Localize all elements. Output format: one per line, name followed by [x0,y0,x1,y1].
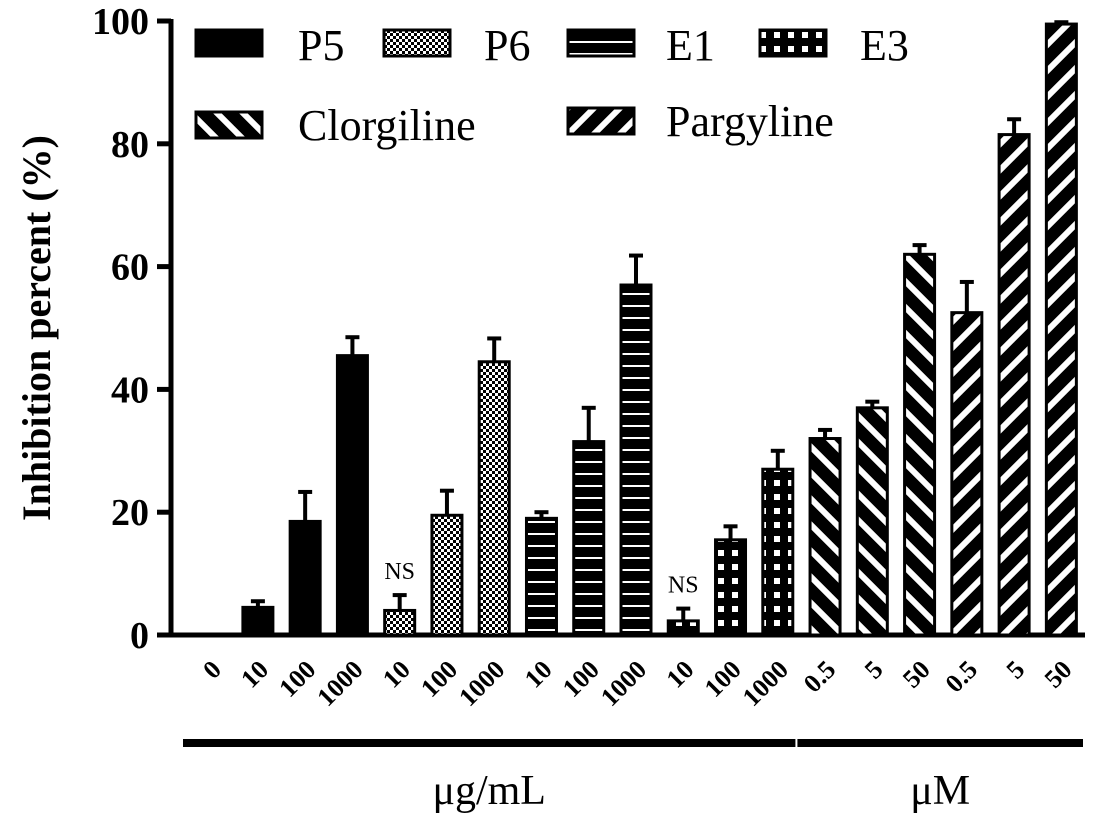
x-tick-label: 10 [235,655,274,694]
bar [903,252,937,637]
ns-annotation: NS [668,573,699,599]
y-tick-label: 0 [130,615,149,657]
bar [524,516,558,637]
legend-swatch [566,106,636,136]
bar [666,619,700,637]
legend-swatch [194,28,264,58]
legend-label: P6 [484,21,530,70]
axes: 0 20 40 60 80 100 Inhibition percent (%) [14,1,1085,657]
y-axis-label: Inhibition percent (%) [14,135,59,521]
bar [997,133,1031,637]
unit-label: μg/mL [432,768,546,814]
legend-label: E1 [666,21,715,70]
legend-label: Pargyline [666,97,834,146]
bar [808,437,842,637]
legend-label: E3 [860,21,909,70]
x-tick-label: 10 [661,655,700,694]
x-tick-label: 0 [197,655,227,685]
bar [714,538,748,637]
x-tick-label: 1000 [737,655,794,712]
bar [383,608,417,637]
legend: P5 P6 E1 E3 Clorgiline Pargyline [194,21,909,150]
x-tick-label: 10 [519,655,558,694]
bar [855,406,889,637]
bar [241,605,275,637]
bar [288,519,322,637]
y-tick-label: 40 [111,369,149,411]
bar [950,311,984,637]
legend-swatch [194,110,264,140]
legend-swatch [566,28,636,58]
legend-label: P5 [298,21,344,70]
x-tick-label: 50 [897,655,936,694]
y-tick-label: 100 [92,1,149,43]
bar [477,360,511,637]
unit-label: μM [910,768,970,814]
y-tick-label: 20 [111,492,149,534]
legend-swatch [758,28,828,58]
bar [430,513,464,637]
y-tick-label: 60 [111,247,149,289]
x-tick-label: 1000 [311,655,368,712]
y-tick-label: 80 [111,124,149,166]
bar [335,354,369,637]
bar [1044,22,1078,637]
bar [572,440,606,637]
x-tick-label: 10 [377,655,416,694]
x-tick-label: 5 [859,655,889,685]
ns-annotation: NS [384,559,415,585]
x-tick-label: 0.5 [798,655,841,698]
legend-swatch [382,28,452,58]
x-tick-label: 50 [1039,655,1078,694]
legend-label: Clorgiline [298,101,476,150]
x-tick-label: 1000 [595,655,652,712]
bar [761,467,795,637]
unit-groups: μg/mL μM [183,739,1083,814]
x-tick-label: 0.5 [940,655,983,698]
x-tick-label: 1000 [453,655,510,712]
bar [619,283,653,637]
x-tick-label: 5 [1001,655,1031,685]
annotations: NS NS [384,559,698,599]
